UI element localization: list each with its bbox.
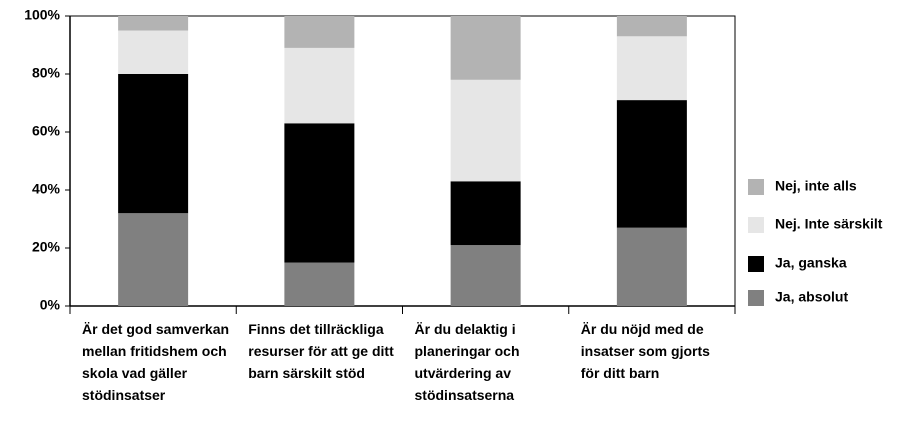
bar-segment (616, 16, 687, 37)
legend-label: Ja, ganska (775, 255, 847, 271)
legend-label: Nej. Inte särskilt (775, 216, 883, 232)
bar-segment (450, 79, 521, 182)
bar-segment (616, 100, 687, 228)
legend-swatch (748, 290, 764, 306)
bar-segment (284, 262, 355, 306)
x-tick-label: Är du nöjd med de insatser som gjorts fö… (580, 321, 710, 381)
bar-segment (284, 47, 355, 124)
x-tick-label: Finns det tillräckliga resurser för att … (248, 321, 394, 381)
bar-segment (118, 74, 189, 214)
bar-segment (284, 123, 355, 263)
y-tick-label: 60% (32, 123, 61, 139)
x-tick-label: Är det god samverkan mellan fritidshem o… (82, 321, 230, 403)
bar-segment (450, 16, 521, 80)
bar-segment (616, 227, 687, 306)
y-tick-label: 20% (32, 239, 61, 255)
y-tick-label: 40% (32, 181, 61, 197)
y-tick-label: 0% (40, 297, 61, 313)
bar-segment (450, 245, 521, 306)
legend-swatch (748, 217, 764, 233)
bar-segment (616, 36, 687, 101)
y-tick-label: 80% (32, 65, 61, 81)
bar-segment (450, 181, 521, 246)
bar-segment (118, 16, 189, 31)
legend-swatch (748, 179, 764, 195)
bar-segment (284, 16, 355, 48)
legend-label: Nej, inte alls (775, 178, 857, 194)
bar-segment (118, 213, 189, 306)
y-tick-label: 100% (24, 7, 60, 23)
x-tick-label: Är du delaktig i planeringar och utvärde… (414, 321, 520, 403)
legend-label: Ja, absolut (775, 289, 848, 305)
bar-segment (118, 30, 189, 74)
legend-swatch (748, 256, 764, 272)
